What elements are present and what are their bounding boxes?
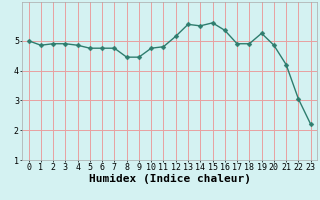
X-axis label: Humidex (Indice chaleur): Humidex (Indice chaleur)	[89, 174, 251, 184]
